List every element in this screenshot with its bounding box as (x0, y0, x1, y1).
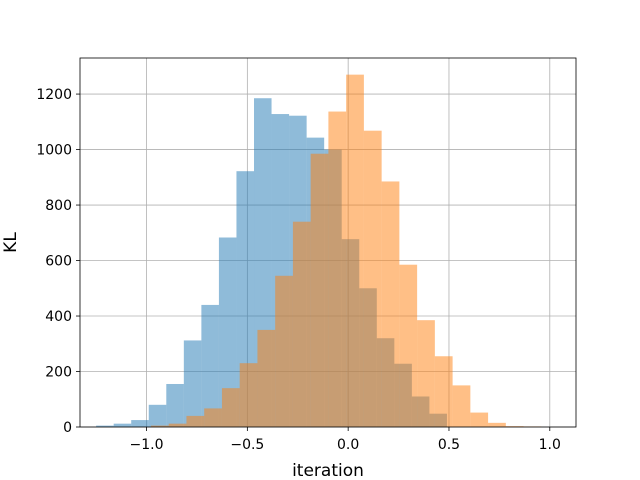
series-1-bar (166, 383, 184, 427)
x-axis-ticks: −1.0 −0.5 0.0 0.5 1.0 (130, 427, 561, 453)
series-2-bar (328, 111, 347, 427)
series-2-bar (399, 264, 418, 427)
series-2-bar (381, 181, 400, 427)
y-tick-label: 600 (45, 254, 72, 270)
y-tick-label: 800 (45, 198, 72, 214)
x-tick-label: 0.0 (337, 437, 359, 453)
series-1-bar (236, 171, 255, 427)
histogram-bars (96, 74, 542, 428)
y-tick-label: 1000 (36, 143, 72, 159)
plot-frame (79, 57, 577, 428)
y-axis-label: KL (1, 232, 21, 253)
series-2-bar (452, 385, 471, 427)
series-2-bar (346, 74, 364, 428)
y-tick-label: 400 (45, 309, 72, 325)
x-tick-label: −1.0 (130, 437, 164, 453)
series-2-bar (275, 275, 293, 427)
x-tick-label: 1.0 (539, 437, 561, 453)
y-tick-label: 1200 (36, 87, 72, 103)
series-2-bar (168, 423, 187, 427)
series-2-bar (204, 408, 222, 427)
series-2-bar (470, 412, 489, 427)
series-2-bar (363, 130, 382, 427)
series-2-bar (239, 363, 258, 427)
series-2-bar (434, 356, 453, 427)
series-2-bar (150, 425, 169, 427)
series-1-bar (96, 425, 114, 427)
series-1-bar (201, 304, 219, 427)
x-axis-label: iteration (292, 461, 364, 480)
series-2-bar (186, 415, 205, 427)
series-2-bar (292, 221, 311, 427)
series-2-bar (257, 329, 276, 427)
x-tick-label: −0.5 (230, 437, 264, 453)
series-2-bar (417, 320, 435, 427)
series-1-bar (148, 404, 167, 427)
series-1-bar (131, 420, 149, 427)
series-2-bar (221, 388, 240, 427)
y-axis-ticks: 0 200 400 600 800 1000 1200 (36, 87, 80, 436)
series-2-bar (505, 426, 524, 427)
series-2-bar (310, 153, 329, 427)
series-1-bar (113, 423, 132, 427)
series-2-bar (488, 422, 506, 427)
y-tick-label: 0 (63, 420, 72, 436)
series-1-bar (183, 340, 202, 427)
y-tick-label: 200 (45, 365, 72, 381)
x-tick-label: 0.5 (438, 437, 460, 453)
series-1-bar (218, 237, 237, 427)
